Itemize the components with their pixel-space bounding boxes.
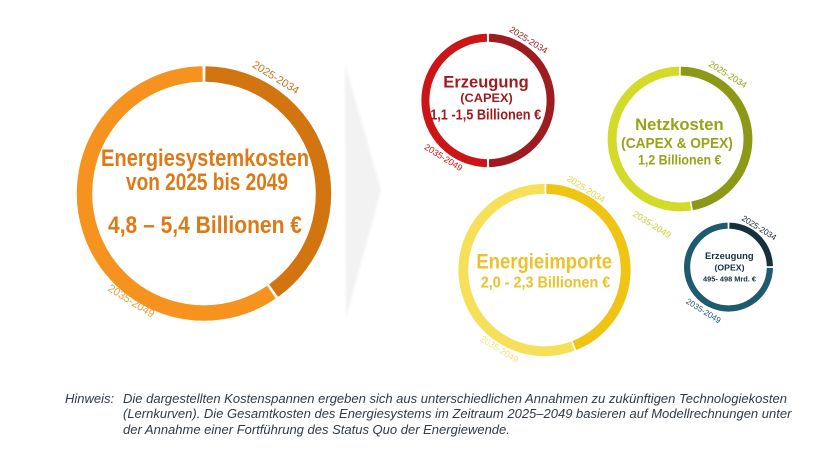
svg-text:Energieimporte: Energieimporte <box>476 250 612 273</box>
svg-text:Erzeugung: Erzeugung <box>443 74 528 92</box>
svg-text:1,2 Billionen €: 1,2 Billionen € <box>638 153 722 168</box>
svg-text:von 2025 bis 2049: von 2025 bis 2049 <box>126 169 288 196</box>
svg-text:495- 498 Mrd. €: 495- 498 Mrd. € <box>703 277 756 284</box>
svg-text:Erzeugung: Erzeugung <box>705 251 754 261</box>
svg-text:2,0 - 2,3 Billionen €: 2,0 - 2,3 Billionen € <box>481 274 611 291</box>
svg-text:(OPEX): (OPEX) <box>715 263 745 273</box>
svg-text:(CAPEX): (CAPEX) <box>460 91 513 105</box>
svg-text:Energiesystemkosten: Energiesystemkosten <box>101 145 309 172</box>
svg-text:4,8 – 5,4 Billionen €: 4,8 – 5,4 Billionen € <box>108 212 302 239</box>
svg-text:(CAPEX & OPEX): (CAPEX & OPEX) <box>621 136 733 152</box>
svg-text:Netzkosten: Netzkosten <box>635 115 724 134</box>
svg-text:1,1 -1,5 Billionen €: 1,1 -1,5 Billionen € <box>430 108 541 124</box>
